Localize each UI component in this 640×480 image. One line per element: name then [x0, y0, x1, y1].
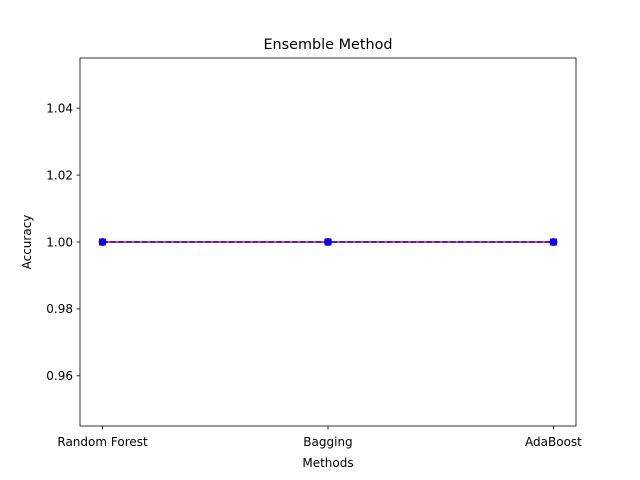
y-tick-label: 1.00 [46, 235, 73, 249]
y-tick-label: 0.98 [46, 302, 73, 316]
y-axis-title: Accuracy [20, 215, 34, 270]
y-tick-label: 1.04 [46, 101, 73, 115]
data-point [549, 238, 557, 246]
y-tick-label: 0.96 [46, 369, 73, 383]
data-point [324, 238, 332, 246]
x-tick-label: AdaBoost [525, 435, 582, 449]
y-tick-label: 1.02 [46, 168, 73, 182]
x-tick-label: Random Forest [57, 435, 148, 449]
x-tick-label: Bagging [303, 435, 352, 449]
plot-area [98, 238, 558, 246]
x-axis-title: Methods [302, 456, 353, 470]
chart-title: Ensemble Method [263, 37, 392, 53]
data-point [99, 238, 107, 246]
x-axis: Random Forest Bagging AdaBoost [57, 426, 582, 449]
y-axis: 0.96 0.98 1.00 1.02 1.04 [46, 101, 80, 383]
